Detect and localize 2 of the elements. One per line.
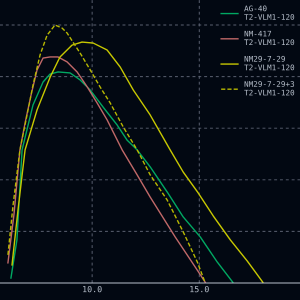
x-tick-label: 15.0 (190, 286, 209, 292)
x-tick-label: 10.0 (83, 286, 102, 292)
